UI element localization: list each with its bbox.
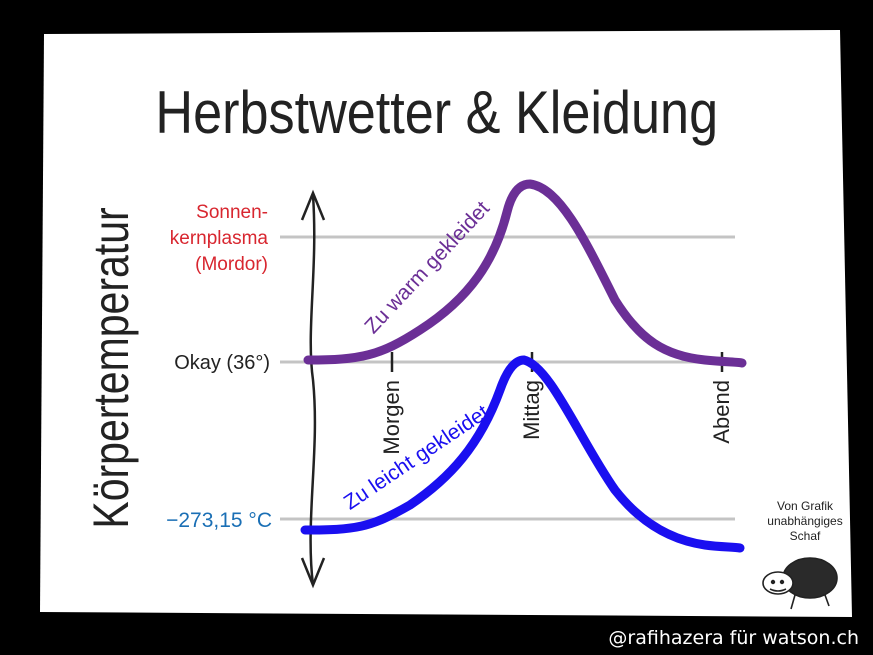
y-tick-label-absolute-zero: −273,15 °C xyxy=(166,509,272,532)
y-axis-arrow-up-icon xyxy=(300,189,326,221)
y-axis-label: Körpertemperatur xyxy=(83,207,139,528)
credit-text: @rafihazera für watson.ch xyxy=(608,627,859,649)
x-tick-label-morgen: Morgen xyxy=(379,380,404,455)
y-tick-label-sonnenkernplasma: Sonnen-kernplasma (Mordor) xyxy=(170,202,269,275)
paper-sheet xyxy=(40,30,852,617)
x-tick-label-abend: Abend xyxy=(709,380,734,444)
sheep-badge-text: Von Grafik unabhängiges Schaf xyxy=(767,499,842,543)
series-line-zu-leicht xyxy=(300,355,745,553)
series-line-zu-warm xyxy=(303,179,747,368)
sheep-icon xyxy=(762,557,838,610)
x-tick-label-mittag: Mittag xyxy=(519,380,544,440)
y-axis-line xyxy=(309,194,317,586)
y-axis-arrow-down-icon xyxy=(300,557,326,589)
chart-title: Herbstwetter & Kleidung xyxy=(155,79,718,146)
y-tick-label-okay: Okay (36°) xyxy=(174,352,270,374)
